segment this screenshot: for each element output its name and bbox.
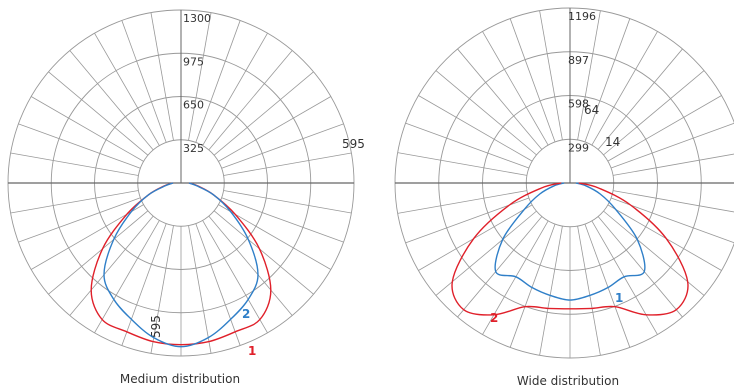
polar-spoke (30, 96, 144, 162)
polar-spoke (597, 216, 683, 318)
polar-spoke (435, 70, 537, 156)
polar-spoke (539, 226, 563, 356)
annotation-label: 64 (584, 103, 599, 117)
polar-spoke (607, 95, 722, 162)
polar-spoke (48, 210, 149, 295)
polar-spoke (188, 225, 212, 354)
polar-spoke (202, 32, 268, 146)
polar-spoke (613, 153, 734, 176)
polar-spoke (223, 152, 352, 176)
series-line-1 (494, 182, 646, 301)
polar-spoke (218, 96, 332, 162)
polar-spoke (69, 215, 154, 316)
polar-spoke (577, 10, 601, 140)
polar-spoke (195, 20, 241, 143)
radial-tick-label: 598 (568, 98, 589, 111)
radial-tick-label: 1300 (183, 12, 211, 25)
polar-spoke (221, 123, 344, 169)
polar-spoke (457, 216, 543, 318)
polar-spoke (223, 190, 352, 214)
polar-spoke (509, 223, 556, 348)
polar-spoke (150, 12, 174, 141)
series-label-1: 1 (615, 291, 623, 305)
polar-spoke (208, 50, 293, 151)
polar-spoke (195, 223, 241, 346)
polar-spoke (69, 50, 154, 151)
polar-spoke (150, 225, 174, 354)
series-label-1: 1 (248, 344, 256, 358)
polar-spoke (397, 152, 527, 176)
polar-spoke (202, 220, 268, 334)
polar-spoke (10, 190, 139, 214)
polar-spoke (94, 220, 160, 334)
polar-spoke (539, 10, 563, 140)
polar-spoke (121, 20, 167, 143)
series-label-2: 2 (242, 307, 250, 321)
polar-spoke (418, 204, 533, 271)
polar-spoke (418, 95, 533, 162)
series-line-1 (90, 182, 272, 346)
polar-spoke (10, 152, 139, 176)
polar-spoke (584, 18, 631, 143)
polar-spoke (208, 215, 293, 316)
series-line-2 (103, 182, 259, 348)
annotation-label: 14 (605, 135, 620, 149)
polar-spoke (213, 210, 314, 295)
polar-spoke (607, 204, 722, 271)
polar-spoke (457, 48, 543, 150)
radial-tick-label: 1196 (568, 10, 596, 23)
polar-spoke (218, 204, 332, 270)
polar-spoke (591, 220, 658, 335)
polar-spoke (94, 32, 160, 146)
radial-tick-label: 975 (183, 55, 204, 68)
polar-spoke (18, 123, 141, 169)
polar-spoke (221, 197, 344, 243)
polar-spoke (30, 204, 144, 270)
radial-tick-label: 897 (568, 54, 589, 67)
polar-spoke (397, 190, 527, 214)
chart-title-wide: Wide distribution (516, 374, 620, 388)
polar-spoke (584, 223, 631, 348)
series-line-2 (451, 182, 689, 316)
polar-spoke (509, 18, 556, 143)
radial-tick-label: 299 (568, 141, 589, 154)
annotation-label: 595 (342, 137, 365, 151)
radial-tick-label: 650 (183, 99, 204, 112)
radial-tick-label: 325 (183, 142, 204, 155)
polar-spoke (610, 122, 734, 169)
polar-spoke (121, 223, 167, 346)
polar-spoke (482, 31, 549, 146)
polar-spoke (603, 70, 705, 156)
polar-spoke (213, 71, 314, 156)
polar-spoke (405, 122, 530, 169)
polar-spoke (613, 190, 734, 213)
chart-title-medium: Medium distribution (119, 372, 241, 386)
polar-spoke (18, 197, 141, 243)
annotation-label: 595 (149, 315, 163, 338)
polar-spoke (597, 48, 683, 150)
polar-spoke (188, 12, 212, 141)
series-label-2: 2 (490, 311, 498, 325)
polar-spoke (577, 226, 601, 356)
polar-spoke (591, 31, 658, 146)
polar-spoke (482, 220, 549, 335)
polar-spoke (48, 71, 149, 156)
